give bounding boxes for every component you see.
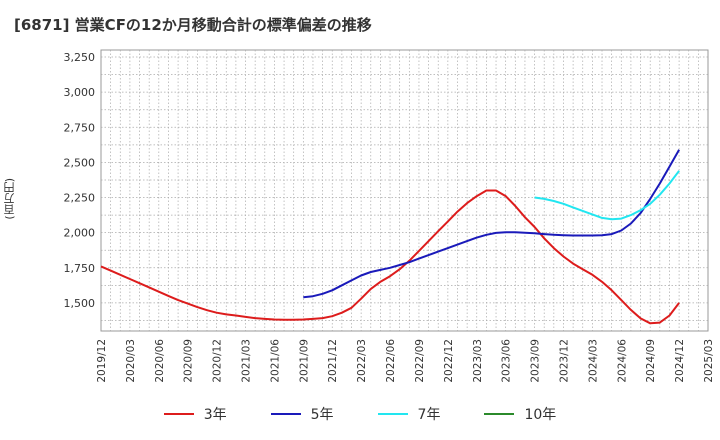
x-tick-label: 2023/06 xyxy=(501,339,513,383)
x-tick-label: 2020/06 xyxy=(154,339,166,383)
y-tick-label: 3,000 xyxy=(64,86,96,99)
x-tick-label: 2021/06 xyxy=(269,339,281,383)
y-tick-label: 1,750 xyxy=(64,262,96,275)
legend-swatch xyxy=(484,413,515,415)
legend-label: 7年 xyxy=(417,407,441,423)
y-tick-label: 3,250 xyxy=(64,51,96,64)
x-tick-label: 2021/03 xyxy=(241,339,253,383)
x-tick-label: 2023/09 xyxy=(530,339,542,383)
legend-label: 10年 xyxy=(524,407,557,423)
x-tick-label: 2022/09 xyxy=(414,339,426,383)
x-tick-label: 2022/12 xyxy=(443,339,455,383)
legend-item: 7年 xyxy=(377,403,441,425)
legend-swatch xyxy=(270,413,301,415)
y-tick-label: 1,500 xyxy=(64,297,96,310)
x-tick-label: 2024/09 xyxy=(645,339,657,383)
series-line xyxy=(100,189,680,325)
x-tick-label: 2025/03 xyxy=(703,339,715,383)
legend-swatch xyxy=(163,413,194,415)
x-tick-label: 2021/12 xyxy=(327,339,339,383)
x-tick-label: 2024/06 xyxy=(616,339,628,383)
x-tick-label: 2020/09 xyxy=(183,339,195,383)
plot-frame xyxy=(100,49,709,332)
chart-title: [6871] 営業CFの12か月移動合計の標準偏差の推移 xyxy=(14,16,372,34)
y-tick-label: 2,000 xyxy=(64,227,96,240)
chart-legend: 3年 5年 7年 10年 xyxy=(0,403,720,425)
x-tick-label: 2024/12 xyxy=(674,339,686,383)
series-line xyxy=(534,170,680,221)
x-tick-label: 2020/12 xyxy=(212,339,224,383)
x-tick-label: 2020/03 xyxy=(125,339,137,383)
legend-label: 5年 xyxy=(310,407,334,423)
x-tick-label: 2021/09 xyxy=(298,339,310,383)
legend-item: 3年 xyxy=(163,403,227,425)
legend-item: 5年 xyxy=(270,403,334,425)
legend-item: 10年 xyxy=(484,403,556,425)
x-tick-label: 2022/03 xyxy=(356,339,368,383)
x-tick-label: 2022/06 xyxy=(385,339,397,383)
y-tick-label: 2,250 xyxy=(64,192,96,205)
y-tick-label: 2,500 xyxy=(64,156,96,169)
series-line xyxy=(303,149,680,299)
legend-swatch xyxy=(377,413,408,415)
x-tick-label: 2019/12 xyxy=(96,339,108,383)
x-tick-label: 2024/03 xyxy=(587,339,599,383)
x-tick-label: 2023/03 xyxy=(472,339,484,383)
x-tick-label: 2023/12 xyxy=(558,339,570,383)
legend-label: 3年 xyxy=(203,407,227,423)
y-tick-label: 2,750 xyxy=(64,121,96,134)
